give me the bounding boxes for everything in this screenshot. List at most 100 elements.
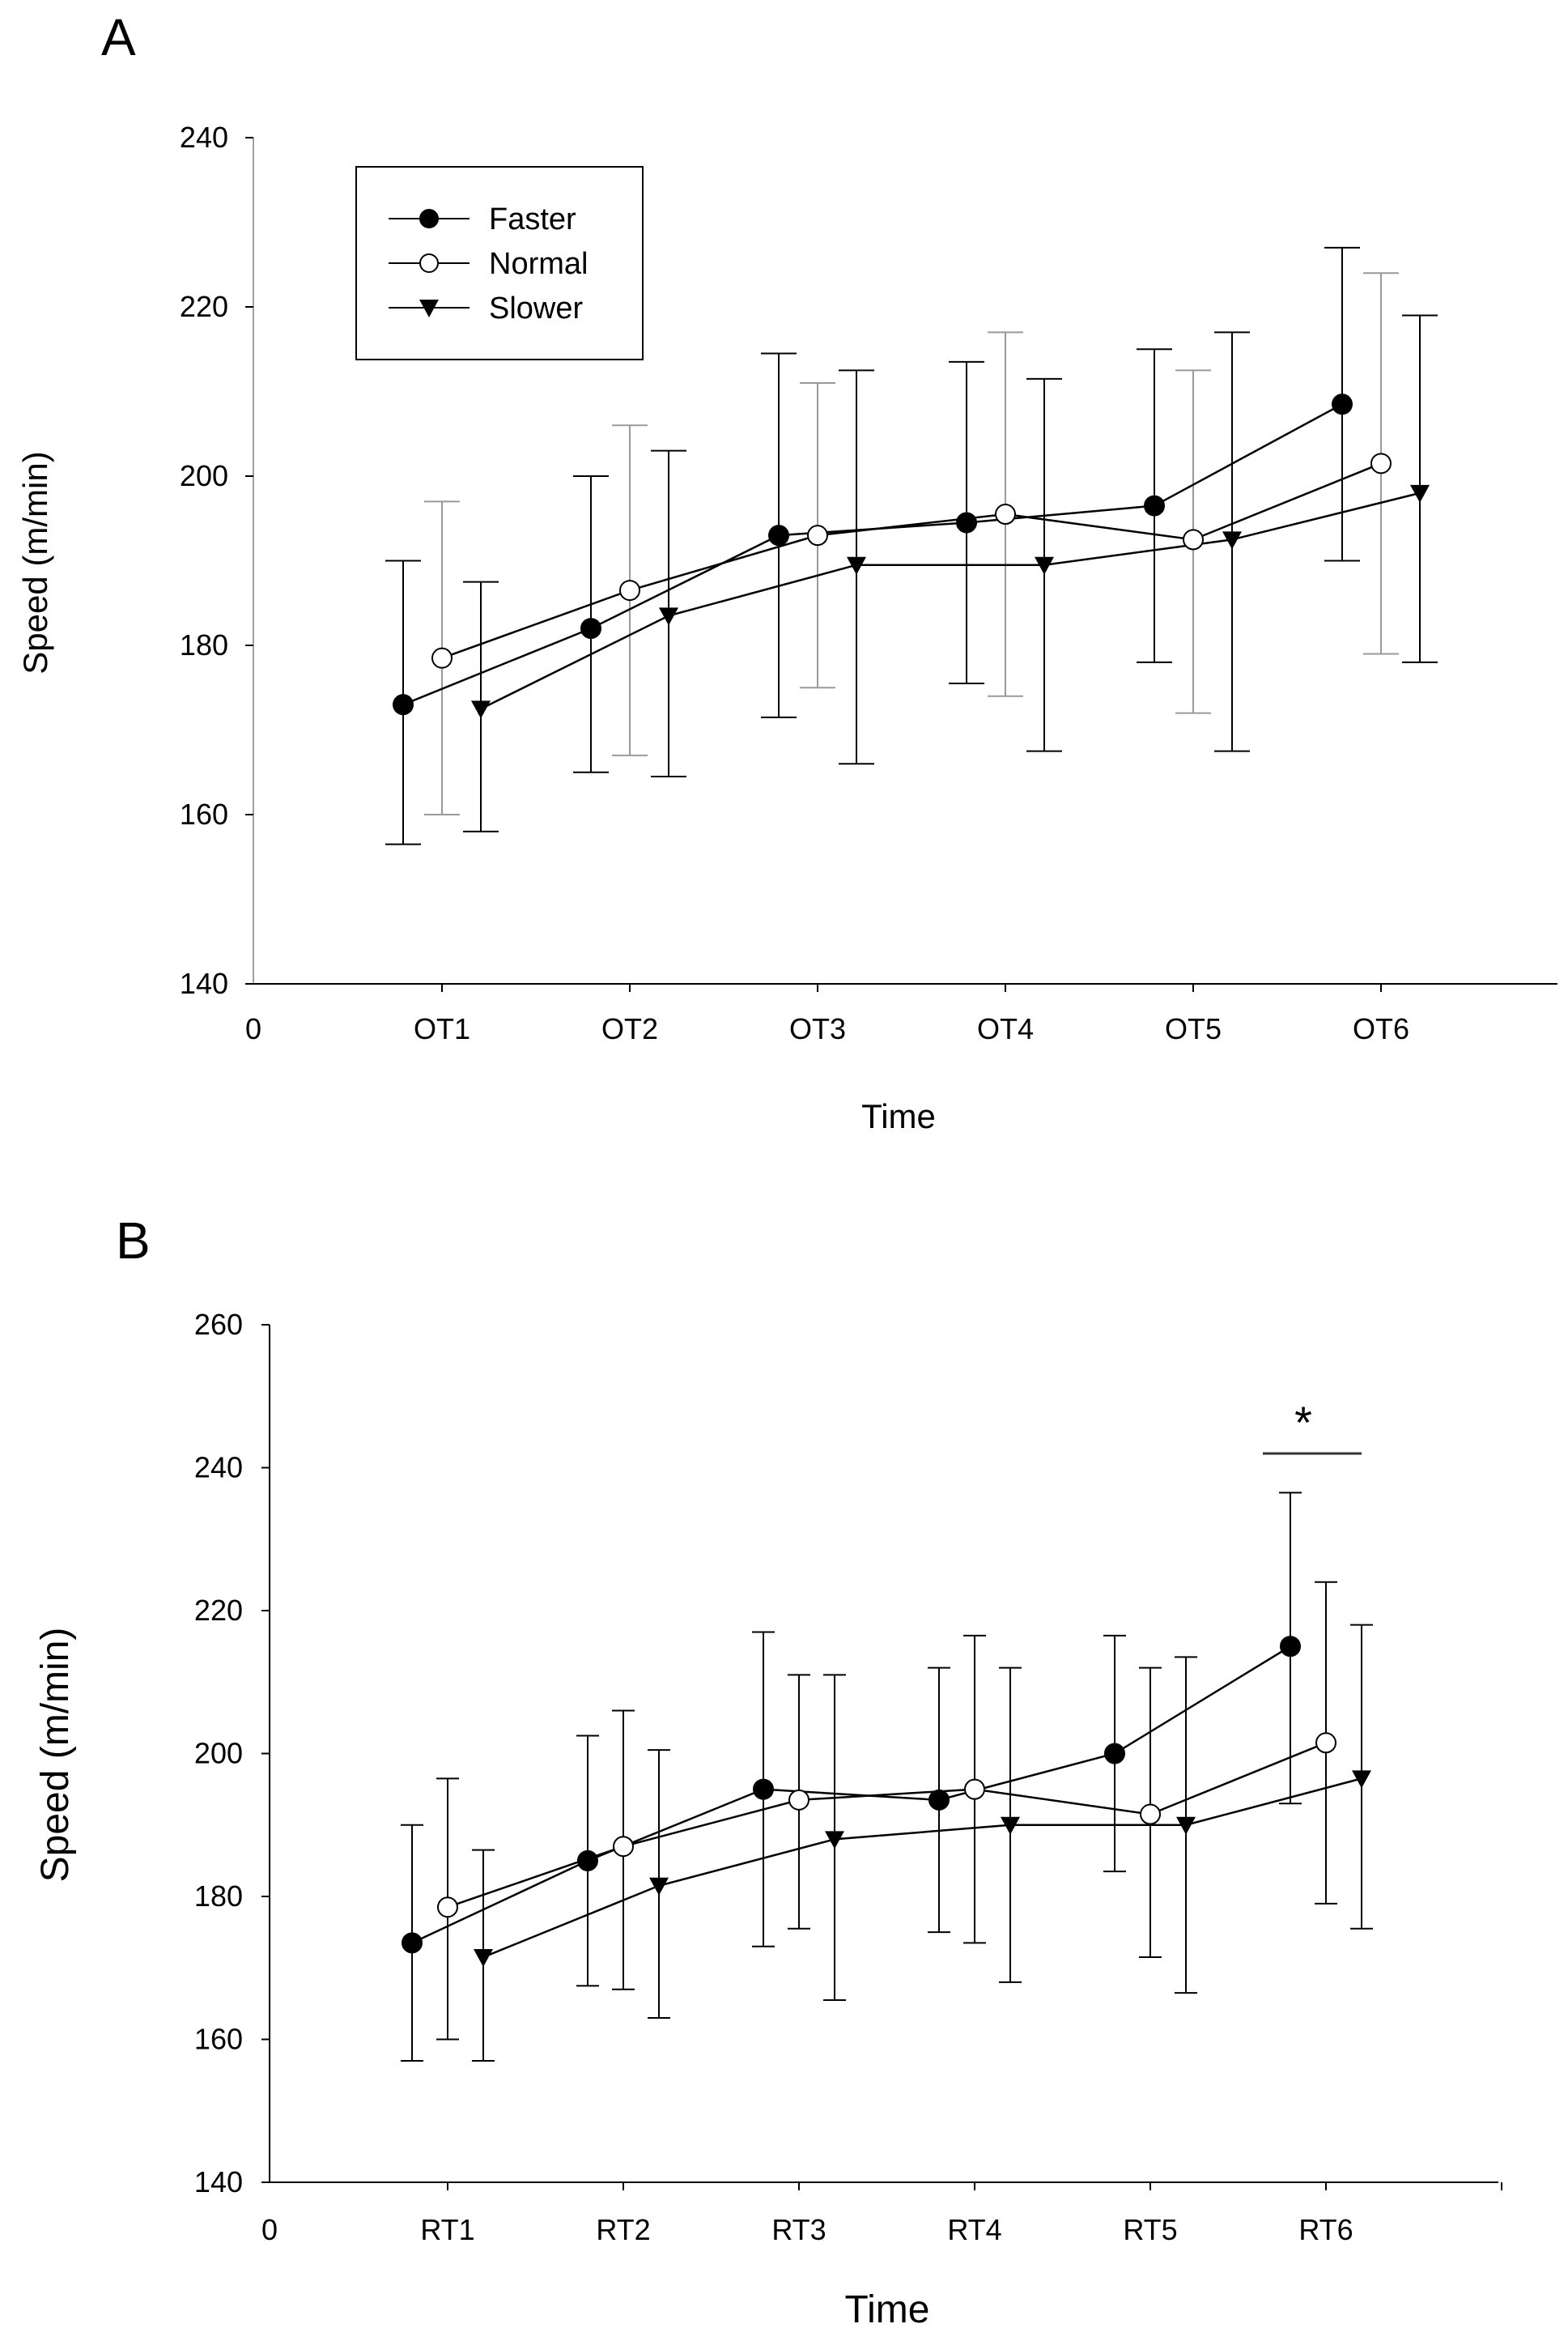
data-point [1410,484,1430,503]
data-point [1176,1816,1196,1835]
y-tick-label: 180 [180,628,228,662]
data-point [580,618,601,640]
y-tick-label: 240 [180,121,228,154]
series-markers-faster [402,1636,1301,1954]
y-tick-label: 200 [194,1737,243,1770]
series-line-faster [402,403,1343,706]
x-tick-label: OT1 [414,1012,470,1045]
series-markers-normal [437,1732,1336,1918]
legend-label: Slower [489,292,583,326]
y-tick-label: 220 [194,1594,243,1627]
series-markers-slower [471,484,1430,719]
y-axis-ticks: 140 160 180 200 220 240 260 [194,1308,270,2198]
legend-marker-open-circle [419,253,439,273]
x-origin-label: 0 [261,2213,278,2246]
data-point [1280,1636,1301,1658]
y-tick-label: 160 [194,2023,243,2056]
data-point [788,1789,809,1811]
data-point [613,1836,634,1858]
data-point [1352,1770,1371,1789]
y-tick-label: 200 [180,459,228,492]
series-line-faster [411,1645,1291,1944]
x-tick-label: OT3 [789,1012,846,1045]
error-bars-slower [463,314,1438,832]
panel-letter: A [101,8,136,66]
error-bars-normal [436,1581,1337,2041]
plot-area [401,1492,1373,2062]
y-tick-label: 240 [194,1451,243,1484]
data-point [1104,1743,1125,1764]
x-tick-label: RT2 [596,2213,650,2246]
y-tick-label: 260 [194,1308,243,1341]
data-point [474,1949,493,1968]
x-origin-label: 0 [245,1012,261,1045]
x-tick-label: OT6 [1353,1012,1409,1045]
y-tick-label: 140 [194,2165,243,2198]
series-markers-slower [474,1770,1371,1968]
data-point [1332,394,1353,415]
y-axis-ticks: 140 160 180 200 220 240 [180,121,253,1000]
y-tick-label: 140 [180,967,228,1000]
legend-item-slower: Slower [389,292,583,326]
data-point [1315,1732,1336,1754]
legend-marker-filled-circle [419,209,439,228]
y-axis-title: Speed (m/min) [16,451,54,674]
data-point [577,1849,598,1871]
plot-area [385,246,1438,845]
x-axis-ticks: OT1 OT2 OT3 OT4 OT5 OT6 [414,984,1409,1045]
data-point [825,1831,844,1849]
data-point [431,647,453,669]
data-point [1001,1816,1020,1835]
legend-label: Normal [489,247,588,281]
legend: Faster Normal Slower [355,166,644,360]
data-point [964,1778,985,1800]
significance-annotation: * [1263,1397,1362,1455]
series-markers-normal [431,453,1392,669]
series-line-slower [482,1777,1362,1959]
data-point [768,525,789,547]
x-tick-label: RT6 [1298,2213,1353,2246]
data-point [393,694,414,716]
data-point [807,525,828,547]
panel-letter: B [116,1211,151,1270]
series-markers-faster [393,394,1353,716]
data-point [1370,453,1392,475]
data-point [1140,1803,1161,1825]
x-axis-title: Time [861,1097,936,1135]
data-point [1222,531,1242,550]
y-axis-title: Speed (m/min) [34,1628,77,1883]
y-tick-label: 180 [194,1879,243,1913]
legend-marker-triangle [419,300,439,317]
x-tick-label: OT4 [977,1012,1034,1045]
legend-item-faster: Faster [389,202,576,236]
data-point [995,504,1016,526]
series-line-slower [480,492,1421,710]
y-tick-label: 160 [180,798,228,831]
data-point [753,1778,774,1800]
x-tick-label: RT3 [771,2213,826,2246]
data-point [471,700,491,719]
legend-item-normal: Normal [389,247,588,281]
data-point [928,1789,950,1811]
x-tick-label: RT4 [947,2213,1001,2246]
x-tick-label: RT5 [1123,2213,1177,2246]
x-axis-title: Time [845,2288,930,2331]
data-point [437,1896,458,1918]
data-point [956,512,977,534]
data-point [1035,556,1054,575]
significance-star: * [1294,1397,1312,1448]
x-tick-label: OT2 [601,1012,658,1045]
series-line-normal [441,462,1382,659]
x-axis-ticks: RT1 RT2 RT3 RT4 RT5 RT6 [420,2182,1502,2246]
x-tick-label: RT1 [420,2213,474,2246]
data-point [649,1877,669,1896]
series-line-normal [447,1742,1327,1909]
data-point [1183,529,1204,551]
data-point [847,556,866,575]
data-point [659,607,678,626]
error-bars-faster [401,1492,1302,2062]
legend-label: Faster [489,202,576,236]
